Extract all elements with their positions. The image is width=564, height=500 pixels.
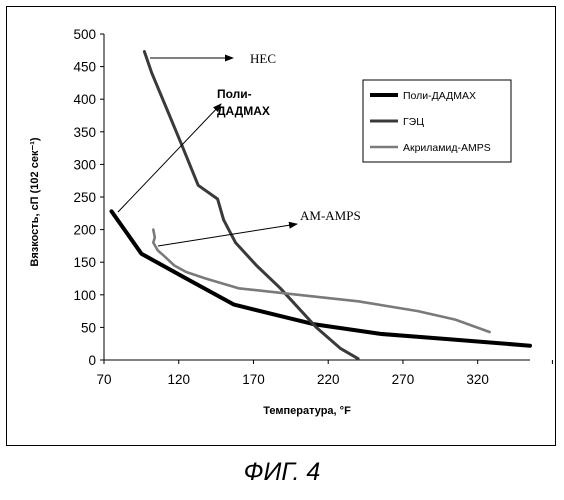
y-tick-label: 500 bbox=[73, 27, 96, 42]
legend-entry-label: ГЭЦ bbox=[403, 116, 424, 128]
y-tick-label: 0 bbox=[88, 353, 96, 368]
legend-entry-label: Поли-ДАДМАХ bbox=[403, 90, 476, 102]
x-tick-label: 120 bbox=[167, 372, 190, 387]
x-tick-label: 220 bbox=[317, 372, 340, 387]
y-tick-label: 450 bbox=[73, 60, 96, 75]
figure-caption: ФИГ. 4 bbox=[0, 458, 564, 487]
series-line bbox=[153, 230, 489, 332]
series-line bbox=[112, 211, 531, 345]
y-tick-label: 100 bbox=[73, 288, 96, 303]
annotation-label: HEC bbox=[250, 51, 276, 66]
x-axis-title: Температура, °F bbox=[263, 405, 351, 417]
y-tick-label: 200 bbox=[73, 223, 96, 238]
y-tick-label: 250 bbox=[73, 190, 96, 205]
annotation-arrow bbox=[118, 104, 221, 212]
annotation-label: AM-AMPS bbox=[300, 208, 361, 223]
x-tick-label: 70 bbox=[96, 372, 111, 387]
y-tick-label: 300 bbox=[73, 157, 96, 172]
x-tick-label: 270 bbox=[392, 372, 415, 387]
y-tick-label: 400 bbox=[73, 92, 96, 107]
y-tick-label: 350 bbox=[73, 125, 96, 140]
x-tick-label: 320 bbox=[466, 372, 489, 387]
x-tick-label: 170 bbox=[242, 372, 265, 387]
legend-entry-label: Акриламид-AMPS bbox=[403, 142, 491, 154]
annotation-label: Поли- bbox=[217, 87, 252, 101]
y-tick-label: 150 bbox=[73, 255, 96, 270]
y-axis-title: Вязкость, сП (102 сек⁻¹) bbox=[29, 137, 41, 267]
y-tick-label: 50 bbox=[81, 320, 96, 335]
annotation-label: ДАДМАХ bbox=[217, 104, 270, 118]
